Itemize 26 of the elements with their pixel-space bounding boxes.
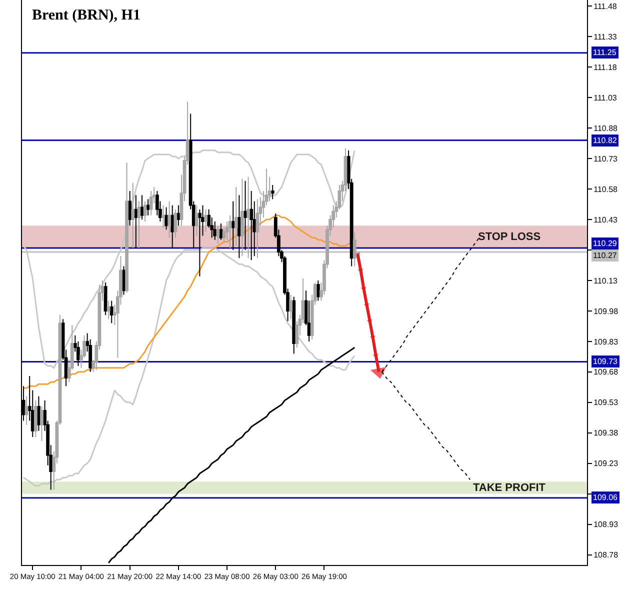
ref-line-label: 111.25 <box>593 48 617 57</box>
y-tick-label: 111.03 <box>594 93 618 102</box>
y-tick-label: 109.23 <box>594 459 619 468</box>
y-tick-label: 109.68 <box>594 368 619 377</box>
band-label: TAKE PROFIT <box>473 482 546 494</box>
ref-line-label: 109.73 <box>593 357 618 366</box>
band-label: STOP LOSS <box>478 231 541 243</box>
ref-line-label: 110.27 <box>593 251 618 260</box>
y-tick-label: 110.88 <box>594 124 618 133</box>
y-tick-label: 111.48 <box>594 2 618 11</box>
y-tick-label: 110.73 <box>594 154 618 164</box>
y-tick-label: 110.58 <box>594 184 618 194</box>
y-tick-label: 108.93 <box>594 520 619 530</box>
y-tick-label: 110.43 <box>594 215 618 224</box>
y-tick-label: 109.83 <box>594 337 619 346</box>
y-tick-label: 109.53 <box>594 398 619 408</box>
ref-line-label: 110.82 <box>593 136 618 145</box>
y-tick-label: 111.33 <box>594 32 618 42</box>
ref-line-label: 109.06 <box>593 493 618 502</box>
y-tick-label: 110.13 <box>594 276 618 286</box>
text: Brent (BRN), H1 <box>32 8 140 24</box>
ref-line-label: 110.29 <box>593 239 618 248</box>
y-tick-label: 111.18 <box>594 62 618 72</box>
y-tick-label: 109.98 <box>594 306 619 316</box>
y-tick-label: 109.38 <box>594 428 619 438</box>
y-tick-label: 108.78 <box>594 550 619 560</box>
